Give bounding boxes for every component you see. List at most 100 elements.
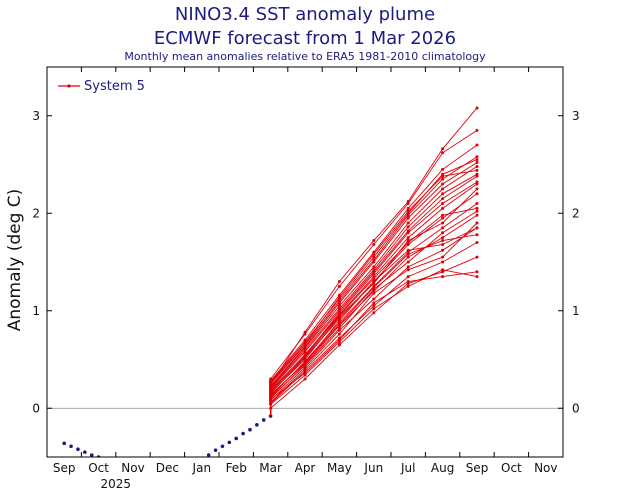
x-tick-label: Nov <box>534 461 557 475</box>
ensemble-point <box>441 187 445 191</box>
ensemble-point <box>441 206 445 210</box>
observed-point <box>69 444 73 449</box>
ensemble-point <box>337 343 341 347</box>
ensemble-point <box>441 197 445 201</box>
ensemble-point <box>441 242 445 246</box>
x-tick-label: Jul <box>400 461 415 475</box>
observed-point <box>220 444 225 449</box>
ensemble-point <box>406 241 410 244</box>
ensemble-point <box>303 373 307 377</box>
chart-title: NINO3.4 SST anomaly plume <box>175 4 435 25</box>
y-tick-label: 3 <box>32 109 40 123</box>
ensemble-point <box>303 360 307 364</box>
x-year-label: 2025 <box>101 477 132 491</box>
ensemble-point <box>475 275 479 279</box>
y-tick-label-right: 1 <box>572 304 580 318</box>
observed-point <box>255 423 259 427</box>
ensemble-point <box>441 202 445 205</box>
ensemble-point <box>475 270 479 274</box>
ensemble-member-line <box>270 107 478 386</box>
ensemble-point <box>406 284 410 288</box>
ensemble-point <box>475 221 479 225</box>
ensemble-point <box>441 231 445 235</box>
x-tick-label: Jan <box>192 461 212 475</box>
ensemble-point <box>406 255 410 259</box>
ensemble-point <box>441 226 445 230</box>
ensemble-point <box>475 158 479 162</box>
ensemble-point <box>372 301 376 305</box>
y-tick-label: 1 <box>32 304 40 318</box>
x-tick-label: May <box>327 461 352 475</box>
ensemble-point <box>441 268 445 272</box>
observed-point <box>248 427 252 432</box>
ensemble-point <box>372 242 376 246</box>
x-tick-label: Nov <box>121 461 144 475</box>
ensemble-point <box>337 319 341 322</box>
ensemble-point <box>441 174 445 178</box>
ensemble-point <box>337 332 341 336</box>
ensemble-point <box>337 280 341 283</box>
ensemble-point <box>475 255 479 259</box>
ensemble-point <box>372 252 376 256</box>
observed-point <box>83 450 87 454</box>
x-tick-label: Aug <box>431 461 454 475</box>
ensemble-point <box>441 167 445 171</box>
ensemble-point <box>441 275 445 279</box>
ensemble-point <box>337 326 341 330</box>
ensemble-point <box>303 330 307 334</box>
x-tick-label: Apr <box>295 461 316 475</box>
x-tick-label: Mar <box>259 461 282 475</box>
y-tick-label: 2 <box>32 206 40 220</box>
legend: System 5 <box>58 79 145 94</box>
ensemble-point <box>475 213 479 217</box>
ensemble-point <box>475 241 479 244</box>
ensemble-point <box>441 147 445 151</box>
ensemble-point <box>337 311 341 315</box>
observed-point <box>213 448 218 452</box>
ensemble-point <box>406 280 410 283</box>
ensemble-point <box>337 340 341 344</box>
ensemble-point <box>372 265 376 269</box>
y-tick-label-right: 3 <box>572 109 580 123</box>
ensemble-point <box>441 216 445 220</box>
ensemble-point <box>372 285 376 289</box>
ensemble-point <box>475 180 479 184</box>
ensemble-point <box>475 106 479 110</box>
ensemble-point <box>406 275 410 279</box>
ensemble-point <box>475 164 479 168</box>
series-group <box>62 106 479 457</box>
ensemble-point <box>406 225 410 229</box>
ensemble-point <box>372 304 376 308</box>
y-tick-label-right: 2 <box>572 206 580 220</box>
ensemble-point <box>475 226 479 230</box>
ensemble-point <box>475 155 479 159</box>
y-tick-label-right: 0 <box>572 401 580 415</box>
ensemble-point <box>303 377 307 381</box>
ensemble-point <box>406 260 410 264</box>
ensemble-point <box>475 161 479 165</box>
ensemble-point <box>441 239 445 243</box>
chart-subtitle-2: Monthly mean anomalies relative to ERA5 … <box>124 50 486 63</box>
ensemble-point <box>372 311 376 315</box>
ensemble-point <box>441 213 445 217</box>
observed-point <box>234 436 238 441</box>
ensemble-point <box>337 314 341 318</box>
ensemble-point <box>372 260 376 264</box>
plot-area: 0 0 1 1 2 2 3 3 Sep Oct Nov Dec Jan Feb Mar Apr May Jun Ju… <box>32 67 580 491</box>
ensemble-point <box>303 358 307 361</box>
ensemble-point <box>475 168 479 172</box>
ensemble-point <box>406 268 410 272</box>
ensemble-point <box>406 200 410 204</box>
y-axis-label: Anomaly (deg C) <box>5 189 25 332</box>
ensemble-point <box>475 172 479 176</box>
ensemble-point <box>337 304 341 308</box>
ensemble-point <box>372 268 376 272</box>
ensemble-point <box>475 209 479 213</box>
ensemble-point <box>475 128 479 132</box>
x-tick-label: Sep <box>53 461 76 475</box>
legend-label: System 5 <box>84 79 145 94</box>
ensemble-point <box>372 281 376 285</box>
ensemble-point <box>372 272 376 276</box>
ensemble-point <box>441 260 445 264</box>
